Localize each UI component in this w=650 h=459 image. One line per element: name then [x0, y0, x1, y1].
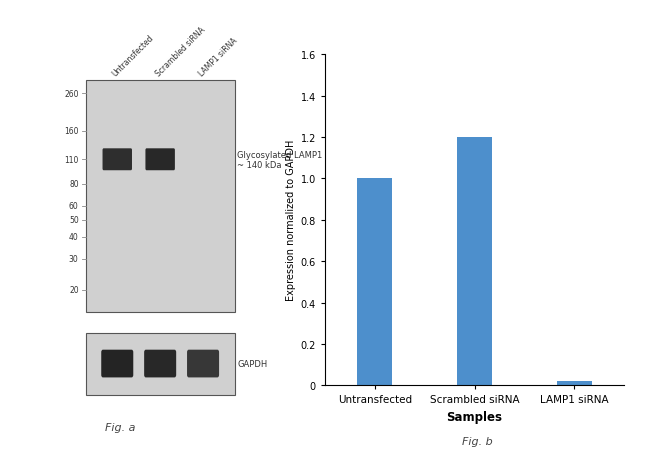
Text: 80: 80 — [69, 180, 79, 189]
Text: Fig. a: Fig. a — [105, 422, 135, 432]
Bar — [556, 381, 592, 386]
Bar — [457, 138, 492, 386]
Text: Untransfected: Untransfected — [111, 34, 156, 78]
Text: Fig. b: Fig. b — [462, 436, 493, 446]
Bar — [358, 179, 392, 386]
Text: 30: 30 — [69, 255, 79, 263]
Text: 20: 20 — [69, 285, 79, 295]
Text: LAMP1 siRNA: LAMP1 siRNA — [197, 37, 239, 78]
Y-axis label: Expression normalized to GAPDH: Expression normalized to GAPDH — [287, 140, 296, 301]
Bar — [86, 333, 235, 395]
Text: 60: 60 — [69, 202, 79, 211]
FancyBboxPatch shape — [187, 350, 219, 378]
Text: 50: 50 — [69, 216, 79, 224]
Bar — [86, 81, 235, 312]
Text: GAPDH: GAPDH — [237, 359, 268, 368]
Text: Glycosylated LAMP1
~ 140 kDa: Glycosylated LAMP1 ~ 140 kDa — [237, 150, 322, 170]
Text: 110: 110 — [64, 156, 79, 164]
FancyBboxPatch shape — [101, 350, 133, 378]
X-axis label: Samples: Samples — [447, 410, 502, 423]
Text: 160: 160 — [64, 127, 79, 136]
FancyBboxPatch shape — [144, 350, 176, 378]
Text: 260: 260 — [64, 90, 79, 99]
FancyBboxPatch shape — [146, 149, 175, 171]
Text: Scrambled siRNA: Scrambled siRNA — [154, 26, 207, 78]
FancyBboxPatch shape — [103, 149, 132, 171]
Text: 40: 40 — [69, 233, 79, 242]
